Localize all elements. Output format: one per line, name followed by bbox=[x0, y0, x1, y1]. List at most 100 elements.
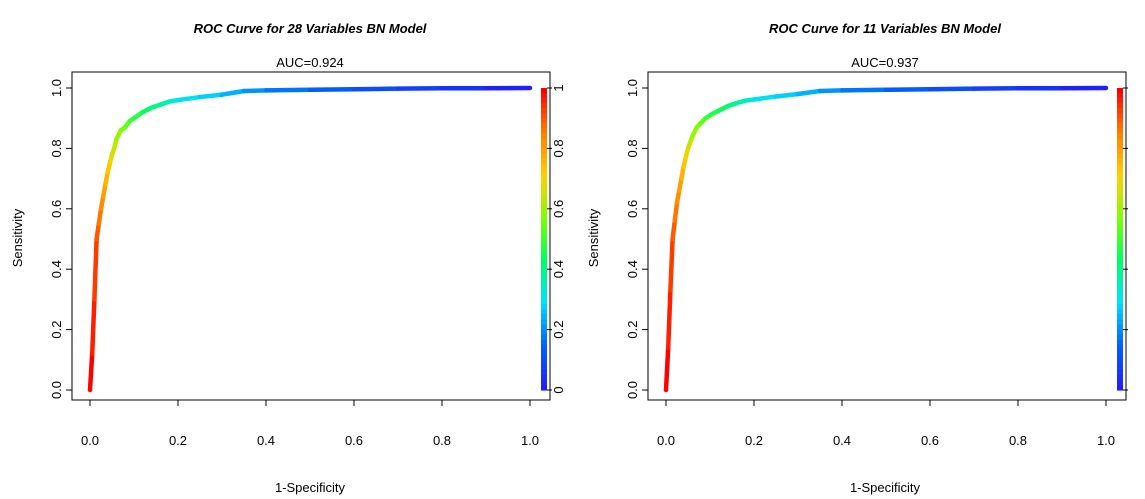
roc-panel-11-variables: ROC Curve for 11 Variables BN Model AUC=… bbox=[586, 21, 1128, 495]
colorbar-slice bbox=[541, 269, 547, 275]
colorbar-slice bbox=[541, 294, 547, 300]
chart-subtitle: AUC=0.937 bbox=[851, 55, 919, 70]
colorbar-slice bbox=[1117, 334, 1123, 341]
colorbar-slice bbox=[541, 349, 547, 356]
colorbar-slice bbox=[541, 203, 547, 210]
colorbar-slice bbox=[541, 103, 547, 109]
colorbar-slice bbox=[1117, 379, 1123, 386]
colorbar-slice bbox=[1117, 329, 1123, 336]
colorbar-slice bbox=[1117, 198, 1123, 205]
colorbar-slice bbox=[541, 118, 547, 124]
colorbar-slice bbox=[1117, 354, 1123, 361]
roc-segment bbox=[87, 351, 95, 393]
colorbar-slice bbox=[1117, 98, 1123, 104]
colorbar-slice bbox=[541, 309, 547, 316]
roc-segment bbox=[670, 218, 678, 242]
colorbar-slice bbox=[1117, 118, 1123, 124]
colorbar-slice bbox=[541, 193, 547, 200]
colorbar-slice bbox=[541, 314, 547, 321]
colorbar-slice bbox=[541, 218, 547, 225]
colorbar-slice bbox=[541, 369, 547, 376]
colorbar-slice bbox=[541, 249, 547, 255]
colorbar-slice bbox=[541, 168, 547, 175]
colorbar-slice bbox=[1117, 264, 1123, 270]
colorbar-slice bbox=[1117, 249, 1123, 255]
colorbar-slice bbox=[1117, 314, 1123, 321]
roc-segment bbox=[795, 88, 823, 97]
roc-segment bbox=[751, 94, 779, 102]
colorbar-slice bbox=[1117, 123, 1123, 129]
colorbar-slice bbox=[541, 279, 547, 285]
colorbar-slice bbox=[541, 153, 547, 160]
roc-segment bbox=[241, 88, 269, 94]
colorbar-slice bbox=[1117, 254, 1123, 260]
y-tick-label: 0.8 bbox=[625, 139, 640, 157]
y-tick-label: 0.0 bbox=[625, 381, 640, 399]
y-axis: 0.0 0.2 0.4 0.6 0.8 1.0 bbox=[625, 79, 648, 399]
colorbar-slice bbox=[1117, 299, 1123, 306]
colorbar-slice bbox=[541, 138, 547, 144]
colorbar-slice bbox=[1117, 188, 1123, 195]
colorbar-slice bbox=[1117, 138, 1123, 144]
x-tick-label: 0.0 bbox=[657, 433, 675, 448]
colorbar-slice bbox=[1117, 163, 1123, 170]
colorbar-slice bbox=[1117, 173, 1123, 180]
colorbar-slice bbox=[1117, 344, 1123, 351]
colorbar bbox=[1117, 87, 1128, 391]
roc-segment bbox=[94, 221, 102, 242]
colorbar-slice bbox=[541, 123, 547, 129]
y-axis-label: Sensitivity bbox=[586, 208, 601, 267]
colorbar-slice bbox=[1117, 324, 1123, 331]
x-tick-label: 0.2 bbox=[169, 433, 187, 448]
roc-segment bbox=[197, 92, 225, 100]
x-axis-label: 1-Specificity bbox=[850, 480, 921, 495]
colorbar-slice bbox=[1117, 153, 1123, 160]
colorbar-slice bbox=[541, 329, 547, 336]
colorbar-slice bbox=[541, 188, 547, 195]
roc-segment bbox=[817, 88, 845, 94]
colorbar-slice bbox=[541, 113, 547, 119]
y-tick-label: 0.6 bbox=[49, 200, 64, 218]
x-tick-label: 0.8 bbox=[433, 433, 451, 448]
colorbar-slice bbox=[1117, 319, 1123, 326]
roc-segment bbox=[839, 87, 889, 93]
colorbar-slice bbox=[541, 354, 547, 361]
colorbar-slice bbox=[1117, 178, 1123, 185]
colorbar-slice bbox=[1117, 103, 1123, 109]
colorbar-slice bbox=[541, 324, 547, 331]
colorbar-slice bbox=[1117, 364, 1123, 371]
colorbar-slice bbox=[1117, 158, 1123, 165]
colorbar-slice bbox=[541, 143, 547, 149]
y-tick-label: 1.0 bbox=[625, 79, 640, 97]
x-axis: 0.0 0.2 0.4 0.6 0.8 1.0 bbox=[657, 400, 1115, 448]
colorbar-slice bbox=[1117, 309, 1123, 316]
roc-segment bbox=[175, 94, 203, 103]
y-tick-label: 1.0 bbox=[49, 79, 64, 97]
colorbar-slice bbox=[1117, 218, 1123, 225]
colorbar-tick-label: 0.8 bbox=[551, 139, 566, 157]
colorbar-slice bbox=[541, 183, 547, 190]
roc-segment bbox=[773, 91, 801, 99]
colorbar-slice bbox=[541, 254, 547, 260]
colorbar: 0 0.2 0.4 0.6 0.8 1 bbox=[541, 84, 566, 394]
colorbar-slice bbox=[1117, 384, 1123, 391]
colorbar-tick-label: 0.4 bbox=[551, 260, 566, 278]
colorbar-slice bbox=[1117, 279, 1123, 285]
colorbar-slice bbox=[1117, 148, 1123, 155]
roc-panel-28-variables: ROC Curve for 28 Variables BN Model AUC=… bbox=[10, 21, 566, 495]
y-tick-label: 0.0 bbox=[49, 381, 64, 399]
roc-curve bbox=[87, 85, 533, 393]
colorbar-slice bbox=[541, 344, 547, 351]
colorbar-slice bbox=[541, 299, 547, 306]
colorbar-slice bbox=[1117, 339, 1123, 346]
y-axis-label: Sensitivity bbox=[10, 208, 25, 267]
colorbar-slice bbox=[1117, 269, 1123, 275]
colorbar-slice bbox=[541, 173, 547, 180]
colorbar-slice bbox=[541, 148, 547, 155]
colorbar-slice bbox=[541, 233, 547, 240]
x-axis-label: 1-Specificity bbox=[275, 480, 346, 495]
colorbar-slice bbox=[541, 244, 547, 250]
y-tick-label: 0.2 bbox=[49, 321, 64, 339]
colorbar-slice bbox=[541, 158, 547, 165]
